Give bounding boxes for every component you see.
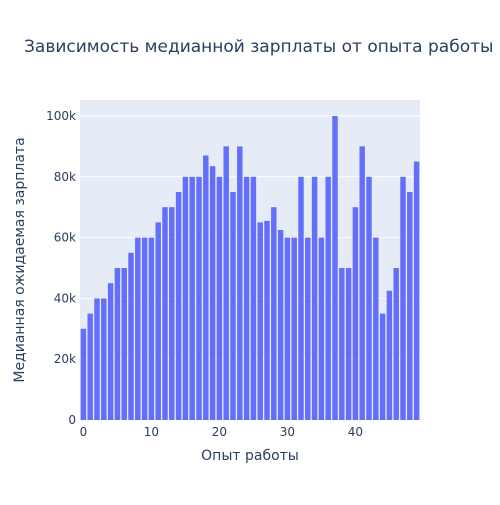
bar: [107, 283, 114, 420]
y-tick-labels: 0 20k 40k 60k 80k 100k: [46, 109, 76, 427]
y-tick-label: 40k: [54, 291, 76, 305]
bar: [257, 222, 263, 420]
bar: [366, 176, 372, 420]
bar: [373, 237, 379, 420]
y-tick-label: 100k: [46, 109, 76, 123]
x-tick-labels: 0 10 20 30 40: [80, 425, 363, 439]
bar: [345, 267, 352, 420]
bar: [400, 176, 406, 420]
y-tick-label: 20k: [54, 352, 76, 366]
bar: [121, 267, 127, 420]
bar: [277, 229, 284, 420]
y-axis-title: Медианная ожидаемая зарплата: [12, 137, 28, 382]
bar: [305, 237, 311, 420]
bar: [209, 166, 216, 420]
bar: [80, 328, 87, 420]
bar: [94, 298, 100, 420]
bar: [196, 176, 202, 420]
bar: [359, 146, 365, 420]
bar: [271, 207, 277, 420]
bar: [162, 207, 168, 420]
x-tick-label: 0: [80, 425, 88, 439]
bar: [243, 176, 250, 420]
bar: [325, 176, 331, 420]
bar: [155, 222, 161, 420]
bar: [230, 191, 236, 420]
chart-title: Зависимость медианной зарплаты от опыта …: [24, 37, 493, 57]
bar: [223, 146, 229, 420]
bar: [407, 191, 413, 420]
bar: [332, 115, 338, 420]
bar: [298, 176, 304, 420]
x-axis-title: Опыт работы: [201, 448, 299, 464]
bar: [141, 237, 148, 420]
bar: [379, 313, 386, 420]
bar: [135, 237, 141, 420]
bar: [182, 176, 189, 420]
bar: [339, 267, 345, 420]
bar: [175, 191, 182, 420]
x-tick-label: 30: [280, 425, 295, 439]
bar: [114, 267, 121, 420]
x-tick-label: 40: [348, 425, 363, 439]
bar: [250, 176, 257, 420]
bar: [311, 176, 318, 420]
bar: [148, 237, 155, 420]
y-tick-label: 0: [68, 413, 76, 427]
bar: [264, 220, 270, 420]
bar: [128, 252, 134, 420]
y-tick-label: 80k: [54, 170, 76, 184]
y-tick-label: 60k: [54, 231, 76, 245]
bar: [284, 237, 291, 420]
bar: [203, 155, 209, 421]
bar: [393, 267, 399, 420]
bar: [101, 298, 107, 420]
bar: [318, 237, 325, 420]
x-tick-label: 10: [144, 425, 159, 439]
x-tick-label: 20: [212, 425, 227, 439]
bar: [87, 313, 93, 420]
bar: [413, 161, 420, 420]
bar: [237, 146, 243, 420]
bar: [189, 176, 195, 420]
bar: [386, 290, 393, 420]
bar: [352, 207, 359, 420]
bar: [291, 237, 297, 420]
bar: [169, 207, 175, 420]
bar: [216, 176, 223, 420]
bars: [80, 115, 420, 421]
